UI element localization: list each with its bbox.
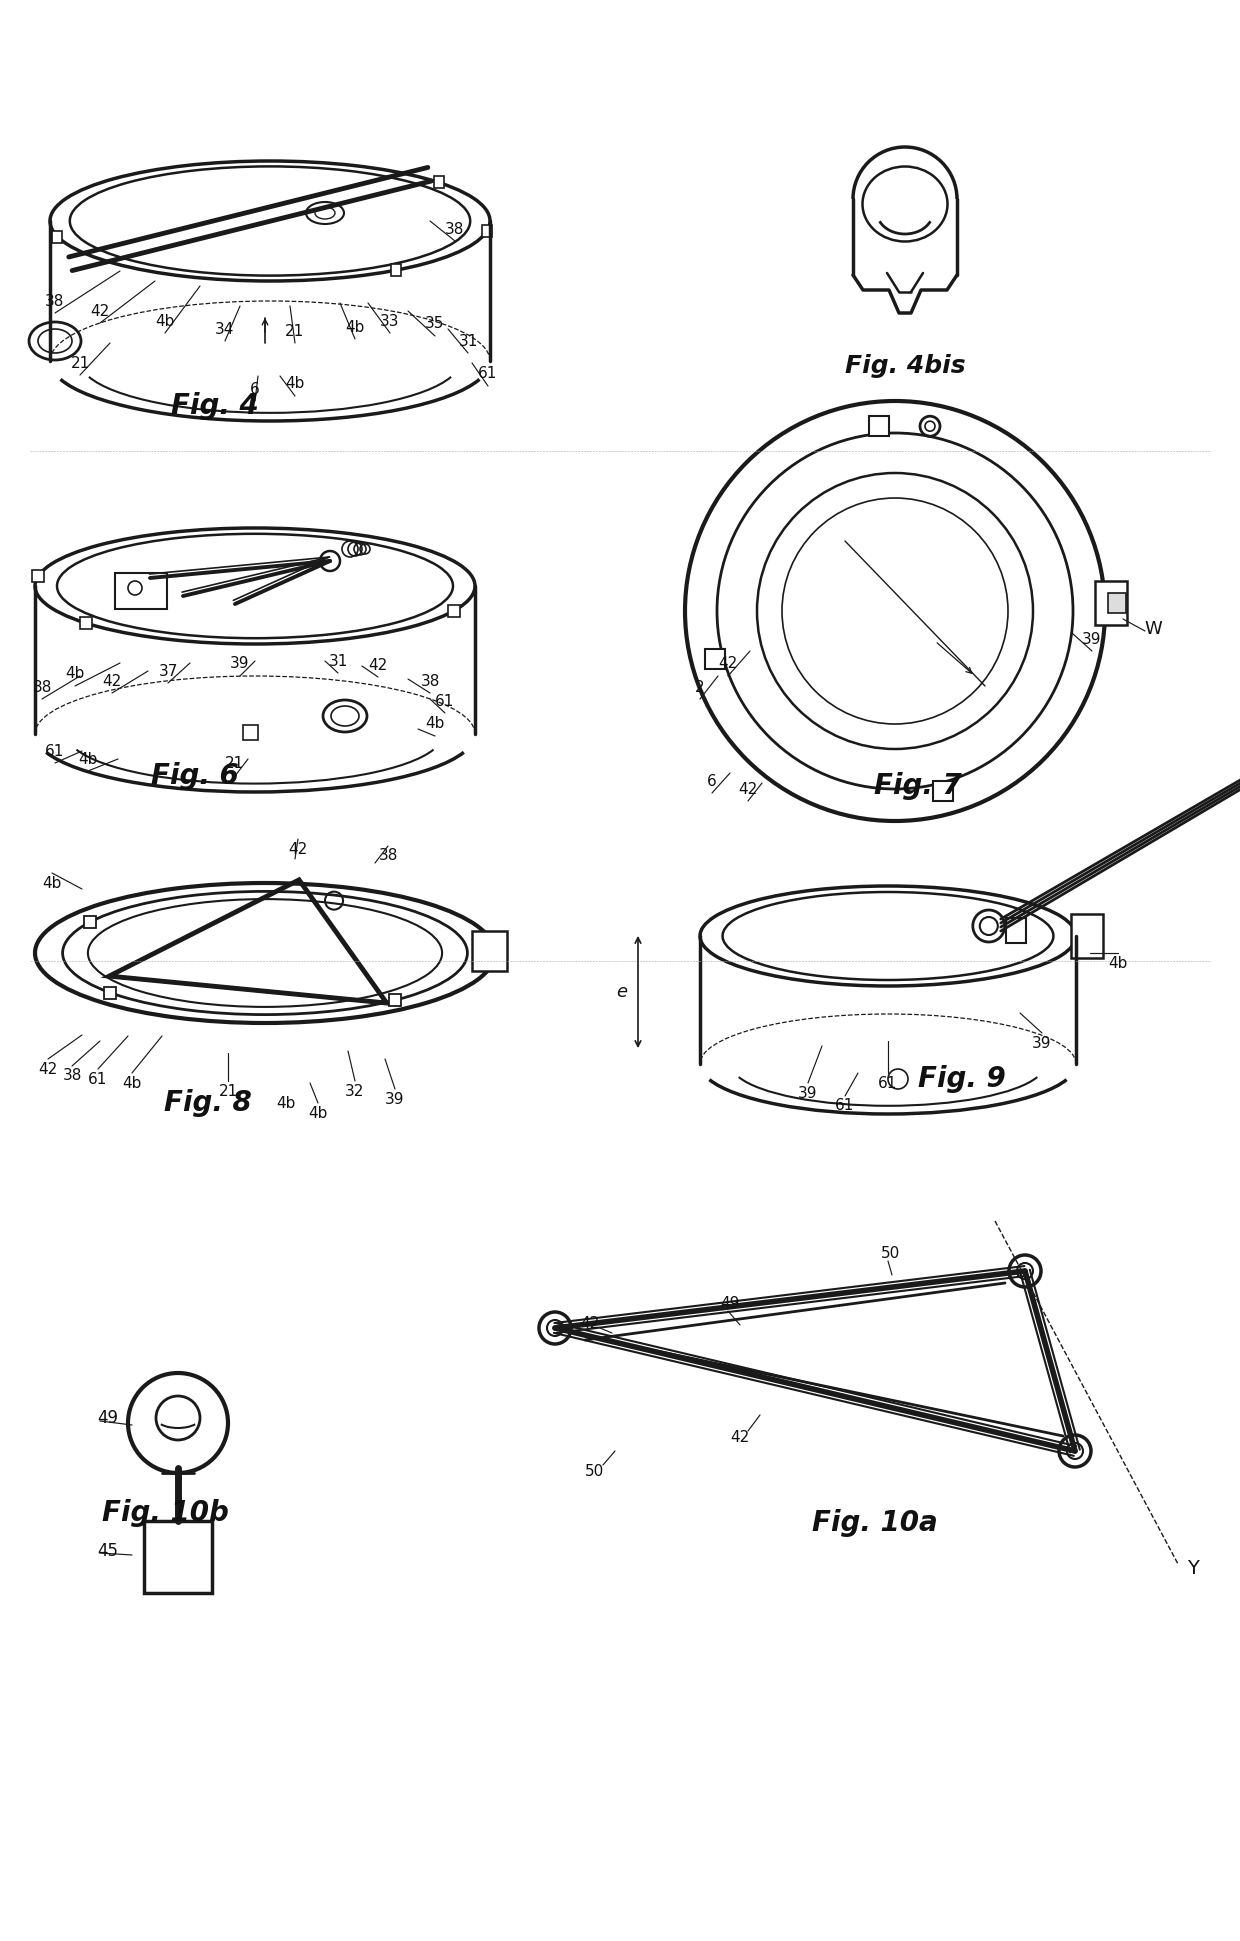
Text: 4b: 4b (42, 875, 62, 891)
Text: 49: 49 (720, 1295, 740, 1310)
Text: 42: 42 (738, 782, 758, 796)
Bar (869, 415, 889, 435)
Bar (1071, 914, 1104, 959)
Text: 34: 34 (216, 322, 234, 336)
Text: Fig. 10a: Fig. 10a (812, 1508, 937, 1537)
Bar (115, 573, 167, 609)
Text: 6: 6 (707, 774, 717, 788)
Text: 4b: 4b (78, 751, 98, 767)
Text: 38: 38 (445, 221, 465, 237)
Bar (434, 177, 444, 188)
Text: 39: 39 (799, 1085, 817, 1101)
Text: 32: 32 (345, 1083, 365, 1099)
Text: 4b: 4b (425, 716, 445, 732)
Text: 42: 42 (580, 1316, 600, 1330)
Text: 6: 6 (250, 382, 260, 396)
Text: 31: 31 (329, 654, 347, 668)
Text: Fig. 8: Fig. 8 (164, 1089, 252, 1116)
Bar (471, 932, 507, 970)
Text: 61: 61 (88, 1071, 108, 1087)
Bar (81, 617, 93, 629)
Bar (1095, 580, 1127, 625)
Text: 21: 21 (71, 355, 89, 371)
Bar (52, 231, 62, 243)
Text: Fig. 7: Fig. 7 (874, 773, 962, 800)
Text: Fig. 4: Fig. 4 (171, 392, 259, 419)
Text: W: W (1145, 619, 1162, 639)
Text: Fig. 10b: Fig. 10b (102, 1498, 228, 1528)
Text: Fig. 9: Fig. 9 (918, 1066, 1006, 1093)
Bar (243, 724, 258, 740)
Text: 31: 31 (459, 334, 477, 349)
Text: 49: 49 (98, 1409, 119, 1427)
Text: 61: 61 (836, 1099, 854, 1114)
Text: 45: 45 (98, 1541, 119, 1561)
Bar (104, 986, 117, 998)
Text: 50: 50 (880, 1246, 900, 1260)
Bar (391, 264, 402, 276)
Text: 42: 42 (718, 656, 738, 672)
Bar (449, 604, 460, 617)
Text: Fig. 6: Fig. 6 (151, 763, 239, 790)
Text: 61: 61 (878, 1075, 898, 1091)
Bar (1109, 594, 1126, 613)
Text: 4b: 4b (277, 1095, 295, 1110)
Bar (706, 648, 725, 670)
Text: 4b: 4b (66, 666, 84, 681)
Text: 21: 21 (285, 324, 305, 338)
Text: Fig. 4bis: Fig. 4bis (844, 353, 965, 378)
Text: 42: 42 (103, 674, 122, 689)
Text: 38: 38 (32, 679, 52, 695)
Text: 61: 61 (46, 743, 64, 759)
Bar (144, 1522, 212, 1594)
Bar (481, 225, 491, 237)
Text: 37: 37 (159, 664, 177, 679)
Text: 39: 39 (1032, 1035, 1052, 1050)
Text: 4b: 4b (1109, 955, 1127, 970)
Text: 35: 35 (425, 316, 445, 332)
Text: 4b: 4b (345, 320, 365, 334)
Text: 42: 42 (91, 303, 109, 318)
Text: 61: 61 (479, 367, 497, 382)
Text: 4b: 4b (155, 314, 175, 328)
Bar (32, 571, 45, 582)
Text: 2: 2 (696, 679, 704, 695)
Text: 4b: 4b (123, 1075, 141, 1091)
Text: 4b: 4b (309, 1106, 327, 1120)
Text: 38: 38 (46, 293, 64, 309)
Text: 38: 38 (378, 848, 398, 864)
Text: Y: Y (1187, 1559, 1199, 1578)
Text: 42: 42 (38, 1062, 57, 1077)
Text: 21: 21 (226, 757, 244, 771)
Text: 21: 21 (218, 1083, 238, 1099)
Text: 38: 38 (420, 674, 440, 689)
Bar (84, 916, 95, 928)
Text: e: e (616, 982, 627, 1002)
Text: 4b: 4b (285, 377, 305, 392)
Bar (389, 994, 401, 1005)
Text: 61: 61 (435, 693, 455, 708)
Text: 39: 39 (231, 656, 249, 672)
Text: 33: 33 (381, 314, 399, 328)
Text: 39: 39 (1083, 631, 1102, 646)
Bar (934, 780, 954, 800)
Text: 50: 50 (585, 1464, 605, 1479)
Text: 42: 42 (368, 658, 388, 672)
Text: 42: 42 (289, 842, 308, 856)
Text: 38: 38 (62, 1068, 82, 1083)
Text: 42: 42 (730, 1431, 750, 1446)
Bar (1006, 918, 1025, 943)
Text: 39: 39 (386, 1091, 404, 1106)
